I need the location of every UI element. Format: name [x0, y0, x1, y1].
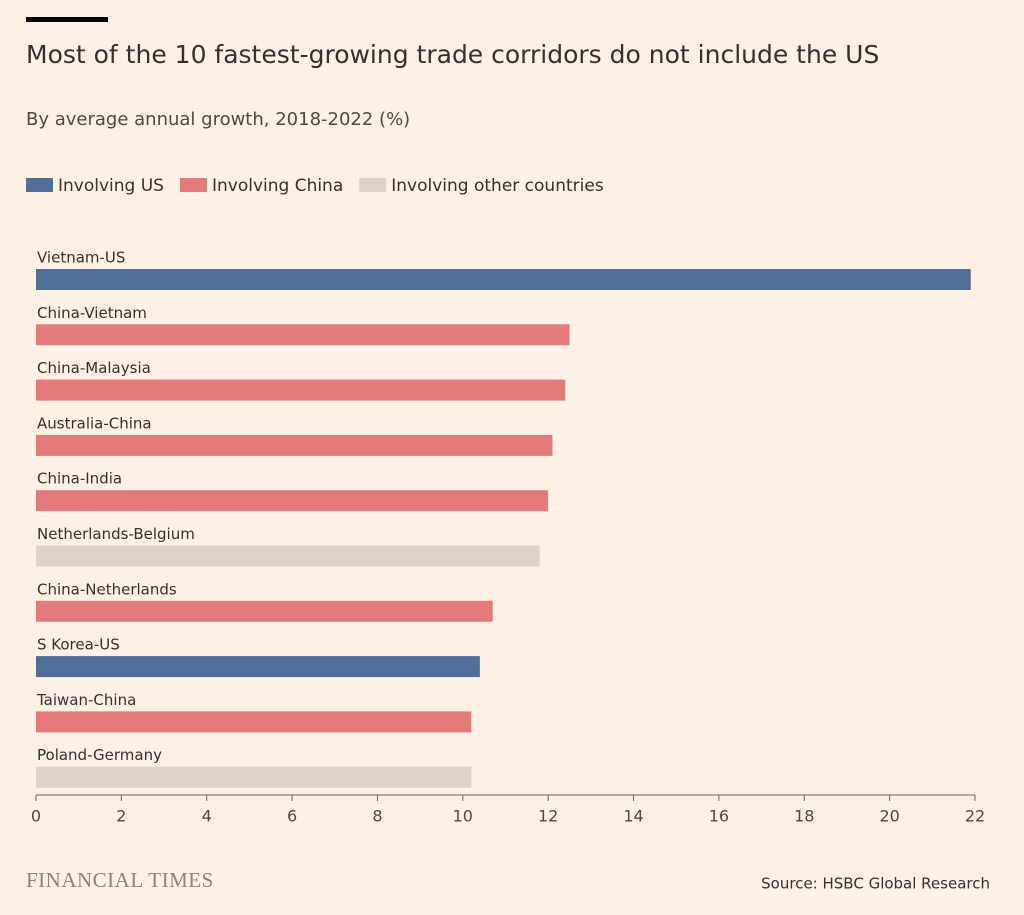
bar [36, 711, 472, 733]
x-tick-label: 12 [538, 807, 558, 826]
bar [36, 379, 566, 401]
x-tick-label: 14 [623, 807, 643, 826]
bar [36, 600, 493, 622]
legend-label: Involving China [212, 176, 343, 196]
category-label: Poland-Germany [37, 746, 162, 764]
bar [36, 766, 472, 788]
bar [36, 324, 570, 346]
source: Source: HSBC Global Research [761, 875, 990, 893]
bar [36, 269, 971, 290]
x-tick-label: 2 [116, 807, 126, 826]
category-label: S Korea-US [37, 636, 120, 654]
x-tick-label: 20 [879, 807, 899, 826]
x-tick-label: 10 [453, 807, 473, 826]
x-tick-label: 18 [794, 807, 814, 826]
legend-swatch [179, 178, 207, 192]
bar [36, 490, 549, 512]
category-label: China-Netherlands [37, 580, 177, 598]
bar [36, 656, 480, 678]
x-tick-label: 0 [31, 807, 41, 826]
category-label: China-Malaysia [37, 359, 151, 377]
bar [36, 434, 553, 456]
x-tick-label: 22 [965, 807, 985, 826]
legend-swatch [359, 178, 387, 192]
category-label: Netherlands-Belgium [37, 525, 195, 543]
legend-label: Involving other countries [391, 176, 604, 196]
legend-swatch [26, 178, 53, 192]
category-label: Taiwan-China [36, 691, 136, 709]
chart-title: Most of the 10 fastest-growing trade cor… [26, 40, 879, 69]
logo: FINANCIAL TIMES [26, 868, 214, 892]
x-tick-label: 8 [372, 807, 382, 826]
x-tick-label: 6 [287, 807, 297, 826]
chart-subtitle: By average annual growth, 2018-2022 (%) [26, 109, 410, 130]
bar [36, 545, 540, 567]
category-label: China-Vietnam [37, 304, 147, 322]
category-label: Vietnam-US [37, 249, 125, 267]
header-bar [26, 17, 108, 22]
x-tick-label: 4 [202, 807, 212, 826]
category-label: Australia-China [37, 414, 152, 432]
legend-label: Involving US [58, 176, 164, 196]
x-tick-label: 16 [709, 807, 729, 826]
category-label: China-India [37, 470, 122, 488]
